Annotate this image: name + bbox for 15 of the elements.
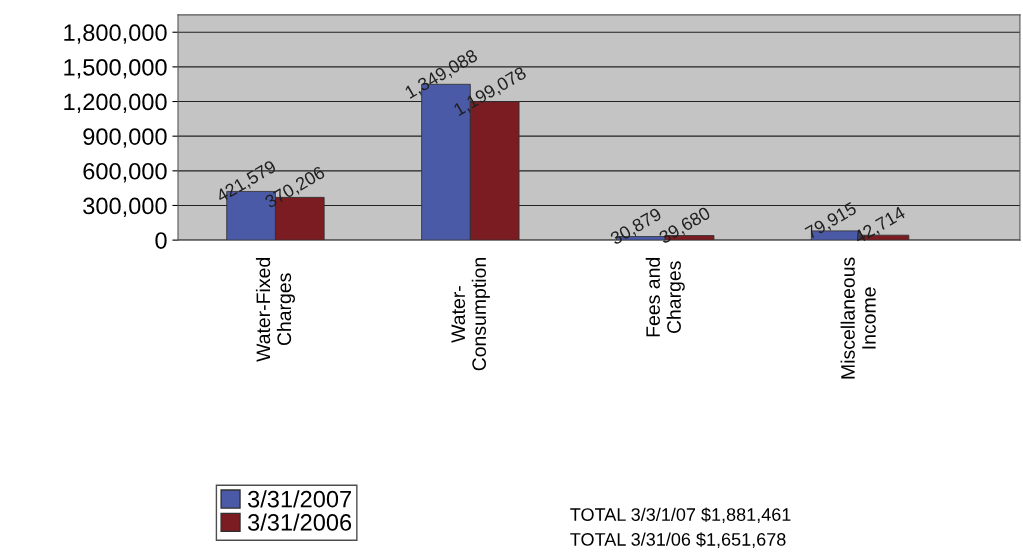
legend-label: 3/31/2007: [248, 490, 351, 508]
y-tick-label: 1,800,000: [64, 24, 167, 44]
legend-label: 3/31/2006: [248, 513, 352, 531]
x-tick-label: Miscellaneous Income: [840, 257, 876, 379]
y-tick-label: 300,000: [83, 197, 167, 218]
y-tick-label: 600,000: [83, 162, 167, 183]
y-tick-label: 900,000: [83, 128, 167, 148]
x-tick-label: Water-Fixed Charges: [255, 258, 295, 362]
x-tick-label: Water- Consumption: [451, 258, 490, 371]
text: TOTAL 3/3/1/07 $1,881,461: [570, 507, 791, 524]
y-tick-label: 1,200,000: [64, 93, 167, 114]
text: TOTAL 3/31/06 $1,651,678: [570, 532, 786, 548]
y-tick-label: 1,500,000: [64, 58, 167, 79]
y-tick-label: 0: [155, 232, 167, 249]
x-tick-label: Fees and Charges: [645, 258, 685, 337]
